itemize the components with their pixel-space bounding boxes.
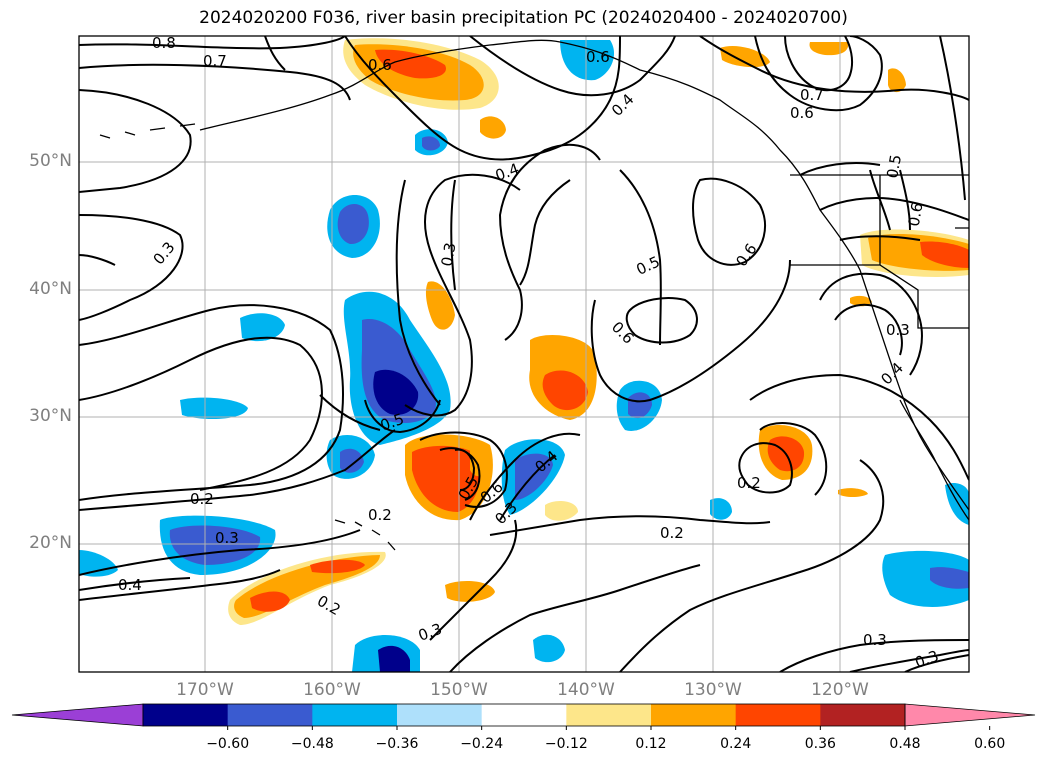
fill-pos-south-band-core2 [310,559,365,574]
colorbar-tick-label: −0.24 [460,736,504,752]
fill-pos-west-coast-core [920,241,969,268]
fill-neg-blob-a-core [337,204,369,245]
colorbar-segment [312,704,398,726]
border-us-states [790,175,969,329]
lon-label: 120°W [811,680,869,700]
fill-neg-blob-c [180,397,248,420]
lat-label: 20°N [29,533,72,553]
contour-label: 0.6 [368,56,392,74]
lat-label: 50°N [29,151,72,171]
fill-alaska-pos-core [375,49,446,79]
colorbar-tick-label: 0.24 [720,736,752,752]
colorbar-tick-label: 0.36 [804,736,836,752]
fill-pos-south-band-core [250,591,290,612]
contour-label: 0.2 [368,506,392,524]
lon-label: 130°W [684,680,742,700]
contour-label: 0.6 [905,201,927,228]
fill-central-pos-right [470,446,490,477]
fill-neg-south-east-core [930,567,969,589]
coast-hawaii [334,519,396,551]
colorbar-tick-label: −0.60 [206,736,250,752]
fill-central-pos-core [412,445,481,512]
colorbar-segment [735,704,821,726]
contour-label: 0.3 [438,241,460,268]
fill-pos-south-small [545,500,578,521]
fill-neg-137-core [628,392,652,419]
fill-pos-small-b [850,295,872,307]
fill-pos-narrow [425,281,455,330]
lat-label: 40°N [29,279,72,299]
map-background [79,36,969,672]
lon-label: 140°W [557,680,615,700]
fill-gulf-pos-small [480,116,506,139]
colorbar-segment [143,704,229,726]
colorbar-tick-label: 0.48 [889,736,921,752]
fill-ne-pos [720,45,770,68]
fill-neg-blob-b [240,313,285,342]
contour-label: 0.3 [863,631,887,649]
map-title: 2024020200 F036, river basin precipitati… [199,8,848,28]
colorbar-segment [566,704,652,726]
fill-neg-small-e [710,498,732,520]
map-frame [78,35,970,673]
fill-ne-pos2 [809,42,849,56]
contour-label: 0.6 [790,104,814,122]
lat-label: 30°N [29,406,72,426]
colorbar-extend-low [11,703,144,727]
fill-neg-south-mid-core [378,645,410,672]
colorbar-extend-high [904,703,1036,727]
colorbar-tick-label: 0.60 [974,736,1006,752]
fill-neg-south-small [533,634,565,663]
colorbar-segment [820,704,906,726]
contour-label: 0.7 [203,52,227,70]
coast-alaska [199,39,969,511]
colorbar-outline [142,703,906,727]
contour-label: 0.2 [660,524,684,542]
colorbar-tick-label: −0.36 [375,736,419,752]
contour-label: 0.2 [737,474,761,492]
contour-label: 0.5 [883,153,905,180]
correlation-contours [79,36,969,672]
fill-neg-main-core [373,369,419,415]
contour-label: 0.4 [118,576,142,594]
fill-neg-blob-d-core [340,448,364,473]
colorbar-tick-label: −0.48 [290,736,334,752]
fill-north-neg [560,40,615,81]
fill-pos-small-f [838,488,868,497]
contour-label: 0.8 [152,34,176,52]
lon-label: 160°W [303,680,361,700]
colorbar-segment [481,704,567,726]
contour-label: 0.3 [886,321,910,339]
fill-small-neg-1b [422,136,440,151]
contour-label: 0.3 [215,529,239,547]
colorbar [11,703,1036,730]
map-plot-area: 0.8 0.7 0.6 0.6 0.7 0.6 0.4 0.4 0.3 0.3 … [79,34,969,672]
fill-pos-140-core [542,370,588,411]
contour-label: 0.2 [190,490,214,508]
coastlines [99,39,969,551]
lon-label: 150°W [430,680,488,700]
fill-neg-far-west [79,550,118,577]
colorbar-tick-label: 0.12 [635,736,667,752]
fill-neg-east-edge [945,483,969,525]
colorbar-tick-label: −0.12 [544,736,588,752]
contour-label: 0.6 [586,48,610,66]
contour-label: 0.7 [800,86,824,104]
coast-aleutians [99,123,196,139]
coast-baja [899,399,969,521]
colorbar-segment [227,704,313,726]
colorbar-segment [651,704,737,726]
fill-neg-south-east [882,550,969,607]
lon-label: 170°W [176,680,234,700]
colorbar-segment [397,704,483,726]
fill-ne-pos3 [888,68,906,93]
